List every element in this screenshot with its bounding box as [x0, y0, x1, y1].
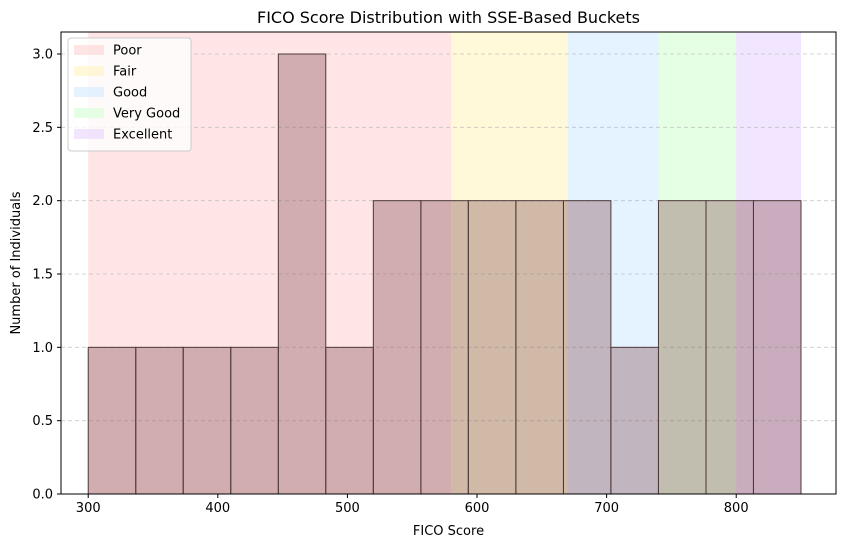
y-tick-label: 0.0: [32, 488, 53, 503]
legend-swatch: [74, 66, 104, 76]
x-tick-label: 400: [205, 501, 230, 516]
y-tick-label: 2.5: [32, 121, 53, 136]
x-axis-ticks: 300 400 500 600 700 800: [76, 494, 749, 516]
x-tick-label: 700: [594, 501, 619, 516]
histogram-bar: [372, 200, 422, 495]
plot-frame: [60, 31, 837, 495]
legend-entry-label: Very Good: [113, 107, 180, 122]
legend-entry-label: Poor: [113, 44, 142, 59]
legend-swatch: [74, 45, 104, 55]
histogram-bar: [182, 346, 232, 495]
bucket-band-fair: [451, 32, 568, 494]
legend-swatch: [74, 87, 104, 97]
histogram-bar: [467, 200, 517, 495]
y-axis-ticks: 0.0 0.5 1.0 1.5 2.0 2.5 3.0: [32, 48, 61, 503]
y-axis-label: Number of Individuals: [9, 191, 24, 334]
legend-swatch: [74, 108, 104, 118]
histogram-bar: [325, 346, 374, 495]
histogram-bar: [87, 346, 137, 495]
legend: Poor Fair Good Very Good Excellent: [67, 37, 192, 152]
histogram-bar: [705, 200, 754, 495]
histogram-bars: [87, 53, 802, 495]
x-axis-label: FICO Score: [413, 524, 484, 539]
y-tick-label: 1.5: [32, 268, 53, 283]
x-tick-label: 600: [465, 501, 490, 516]
legend-swatch: [74, 129, 104, 139]
bucket-band-good: [567, 32, 659, 494]
legend-entry-label: Good: [113, 86, 147, 101]
y-tick-label: 0.5: [32, 414, 53, 429]
histogram-bar: [420, 200, 469, 495]
histogram-bar: [752, 200, 802, 495]
histogram-bar: [135, 346, 184, 495]
y-tick-label: 3.0: [32, 48, 53, 63]
histogram-bar: [657, 200, 707, 495]
histogram-bar: [562, 200, 612, 495]
legend-entry-label: Fair: [113, 65, 137, 80]
histogram-bar: [610, 346, 659, 495]
x-tick-label: 800: [724, 501, 749, 516]
chart-title: FICO Score Distribution with SSE-Based B…: [257, 8, 640, 27]
histogram-bar: [230, 346, 279, 495]
y-tick-label: 1.0: [32, 341, 53, 356]
bucket-bands: [88, 32, 802, 494]
x-tick-label: 300: [76, 501, 101, 516]
legend-entry-label: Excellent: [113, 128, 172, 143]
bucket-band-excellent: [736, 32, 802, 494]
x-tick-label: 500: [335, 501, 360, 516]
bucket-band-very-good: [658, 32, 737, 494]
histogram-bar: [515, 200, 564, 495]
histogram-bar: [277, 53, 327, 495]
y-tick-label: 2.0: [32, 194, 53, 209]
